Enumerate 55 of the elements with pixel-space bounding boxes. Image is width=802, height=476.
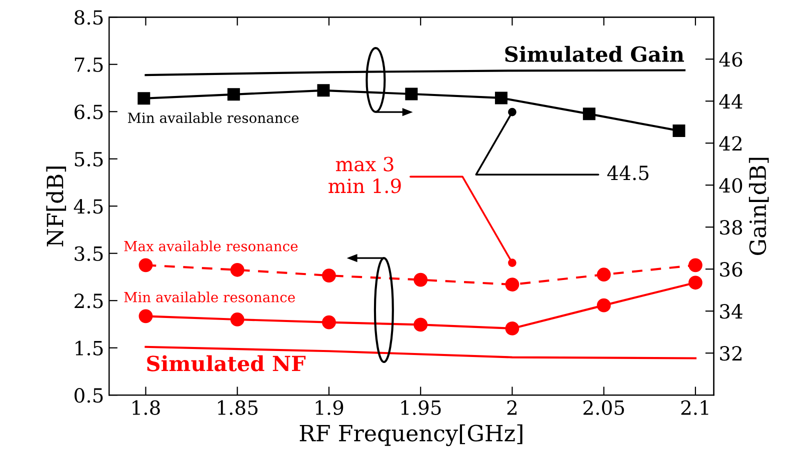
point	[414, 318, 428, 332]
x-tick-label: 2.1	[681, 400, 708, 415]
point	[138, 309, 153, 324]
point	[505, 322, 520, 336]
point	[317, 84, 330, 97]
point	[405, 88, 418, 100]
y2-axis-title: Gain[dB]	[748, 158, 769, 256]
point	[322, 315, 336, 330]
y-tick-label: 7.5	[74, 58, 103, 72]
y-tick-label: 2.5	[74, 294, 103, 308]
annotation: 44.5	[607, 166, 648, 180]
x-tick-label: 1.8	[132, 400, 160, 415]
y-axis-title: NF[dB]	[46, 166, 66, 246]
y2-tick-label: 36	[720, 262, 742, 277]
series-label: Min available resonance	[124, 292, 295, 302]
x-axis-title: RF Frequency[GHz]	[300, 424, 522, 446]
y-tick-label: 8.5	[74, 10, 103, 25]
point	[672, 124, 686, 137]
y2-tick-label: 40	[719, 178, 742, 193]
x-tick-label: 2.05	[584, 400, 624, 415]
y-tick-label: 6.5	[74, 104, 103, 120]
series-label: Max available resonance	[124, 240, 298, 252]
annotation: max 3 min 1.9	[328, 156, 401, 194]
point	[227, 88, 240, 101]
y2-tick-label: 34	[720, 304, 742, 319]
y-tick-label: 1.5	[76, 340, 103, 356]
x-tick-label: 1.9	[316, 400, 344, 415]
point	[688, 276, 702, 290]
y2-tick-label: 44	[719, 94, 742, 109]
point	[494, 92, 508, 104]
point	[596, 268, 611, 282]
y-tick-label: 5.5	[74, 152, 103, 167]
y2-tick-label: 38	[720, 220, 742, 235]
legend-label: Simulated Gain	[505, 46, 684, 62]
point	[138, 92, 150, 105]
x-tick-label: 2	[507, 400, 516, 415]
point	[582, 108, 596, 120]
y2-tick-label: 46	[719, 52, 742, 67]
x-tick-label: 1.95	[401, 400, 441, 415]
point	[230, 312, 244, 326]
point	[505, 278, 520, 292]
point	[414, 272, 428, 287]
y2-tick-label: 42	[719, 136, 742, 151]
y-tick-label: 3.5	[74, 246, 103, 262]
series-label: Min available resonance	[128, 112, 299, 124]
x-tick-label: 1.85	[218, 400, 258, 415]
point	[322, 268, 336, 282]
point	[688, 258, 702, 272]
y-tick-label: 4.5	[74, 199, 103, 214]
point	[230, 262, 244, 277]
y-tick-label: 0.5	[74, 388, 103, 403]
series-label: Simulated NF	[147, 355, 306, 372]
point	[138, 258, 153, 272]
y2-tick-label: 32	[720, 346, 742, 361]
point	[596, 298, 611, 312]
